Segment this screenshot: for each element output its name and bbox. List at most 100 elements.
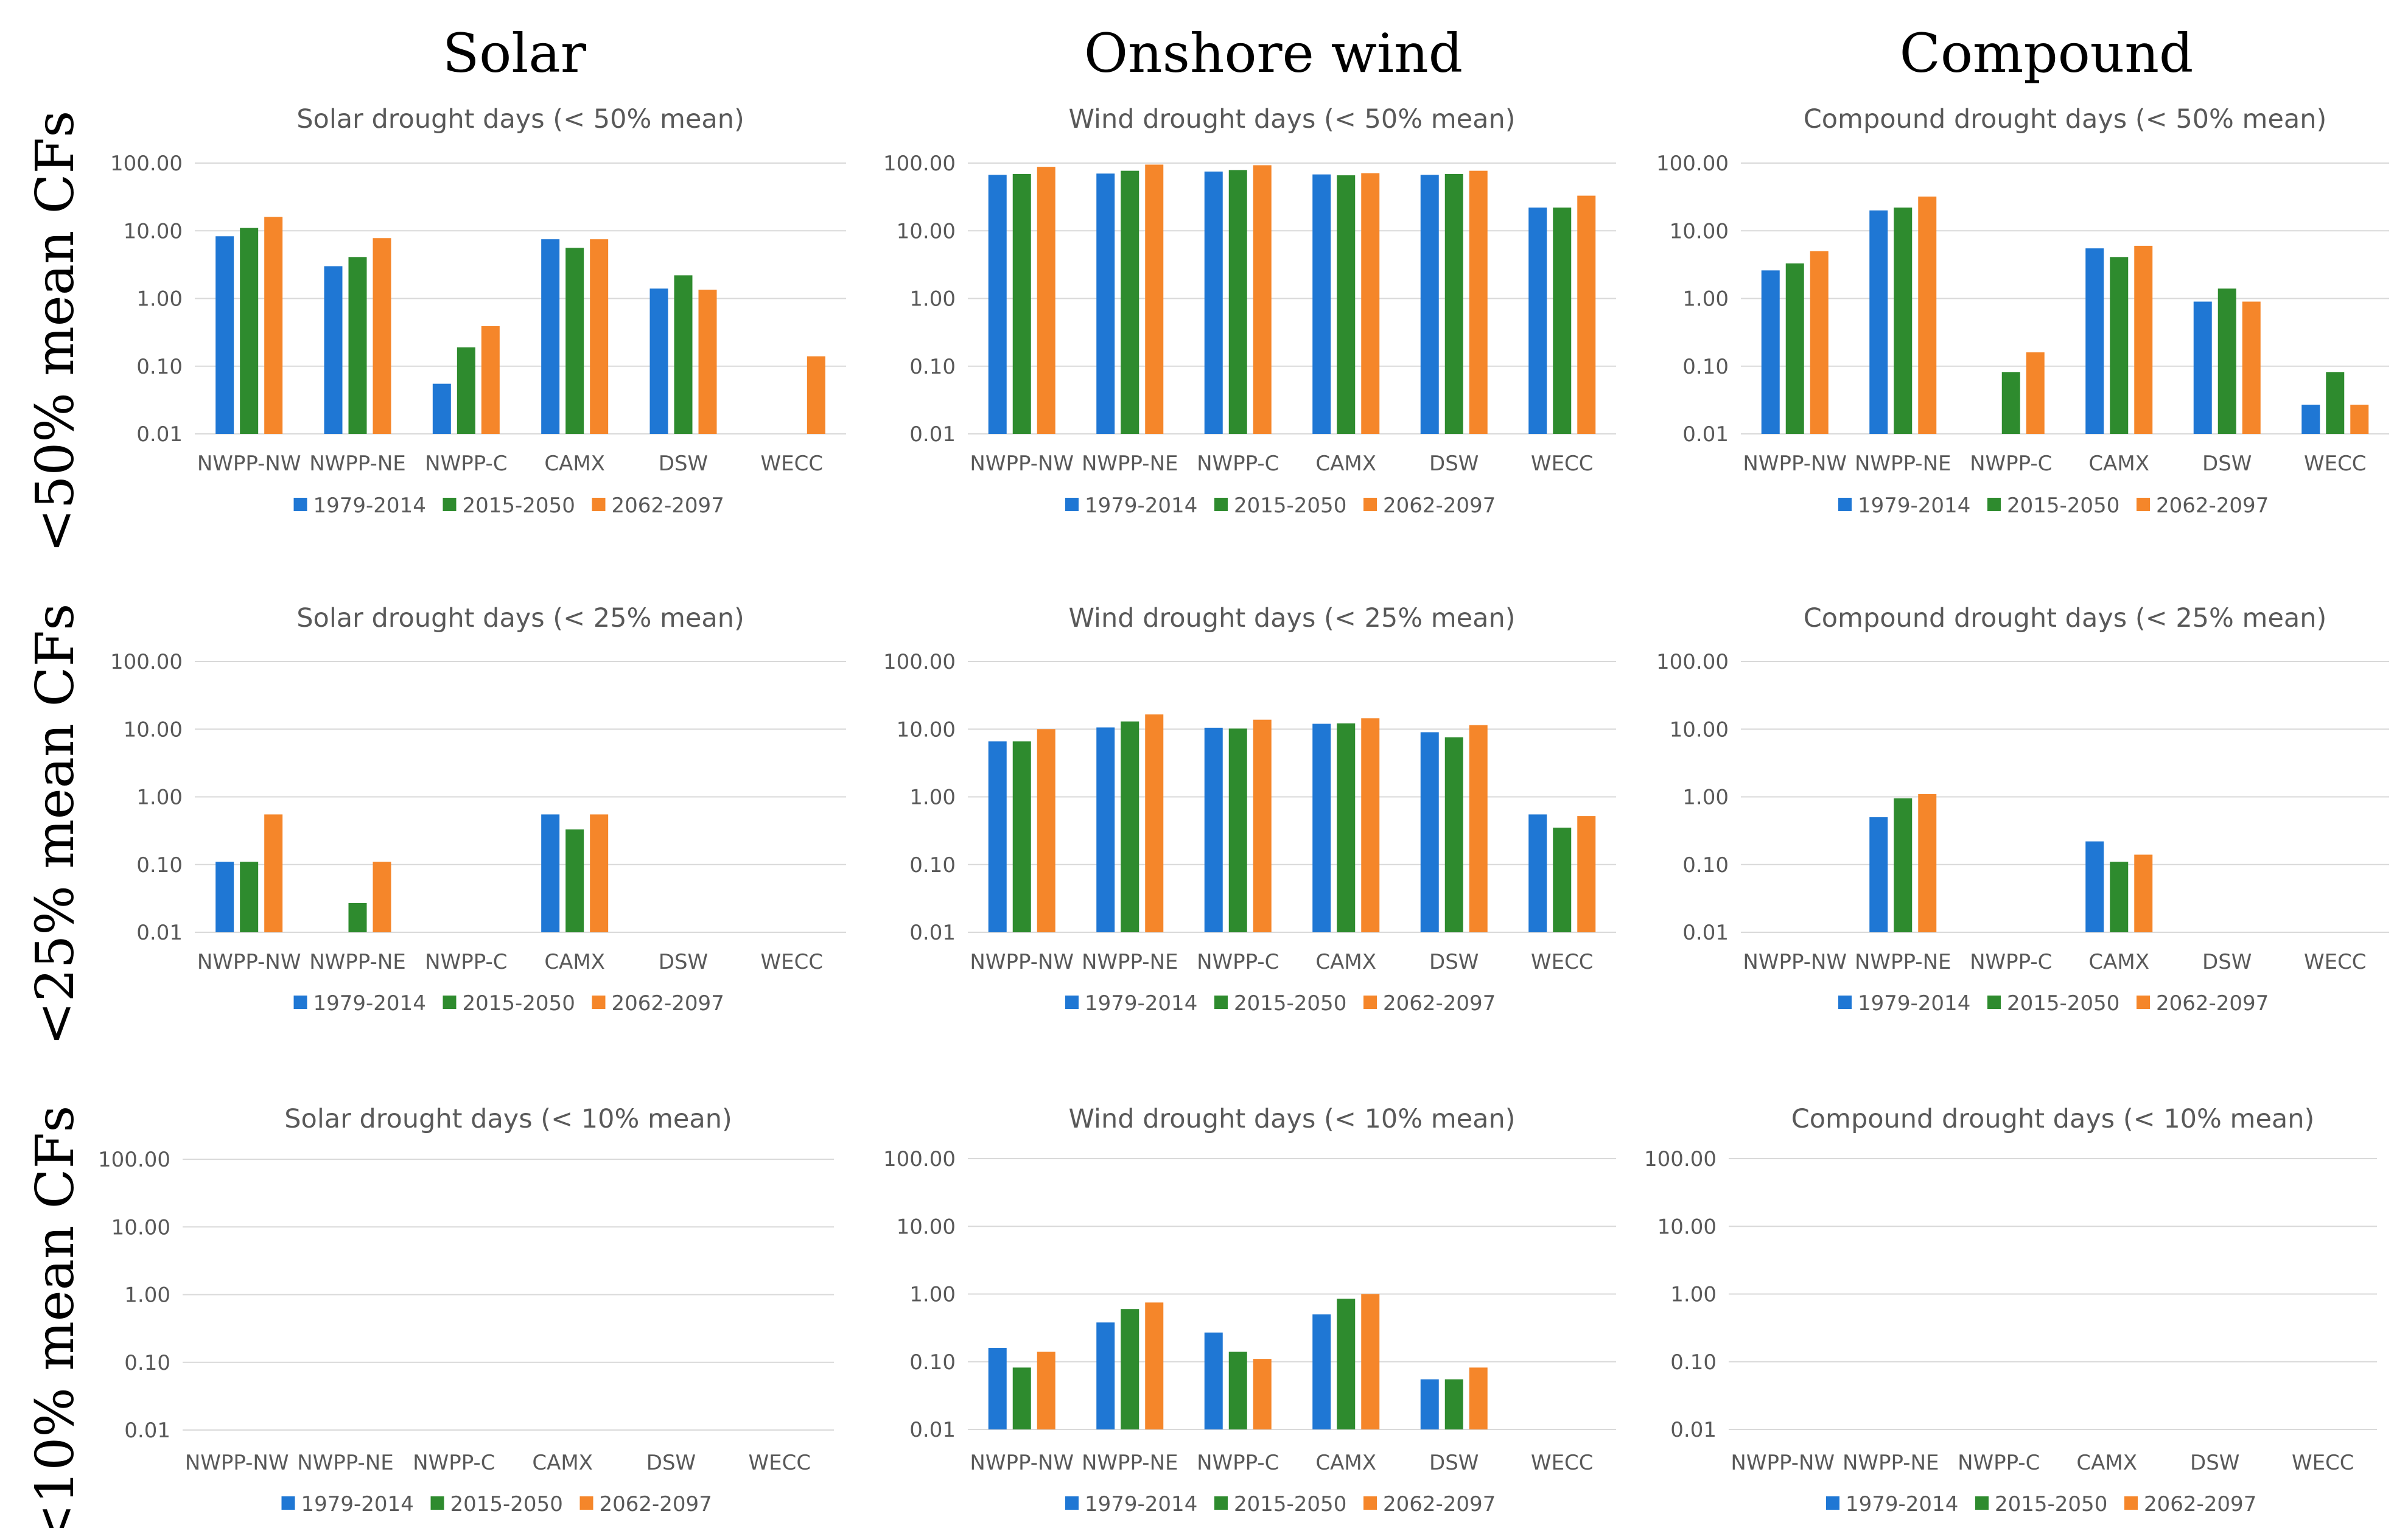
chart-title: Compound drought days (< 10% mean) <box>1791 1104 2315 1134</box>
bar-1979-2014-nwpp-nw <box>215 862 234 932</box>
y-tick-label: 1.00 <box>1682 786 1729 810</box>
bar-2062-2097-nwpp-c <box>2026 352 2045 434</box>
y-tick-label: 1.00 <box>136 287 183 312</box>
legend-label: 2015-2050 <box>1234 991 1346 1016</box>
column-header-solar: Solar <box>443 22 587 85</box>
legend-swatch <box>1363 498 1377 511</box>
legend-label: 2062-2097 <box>1383 1492 1496 1516</box>
bar-1979-2014-nwpp-c <box>432 383 451 434</box>
y-tick-label: 0.01 <box>1682 422 1729 447</box>
bar-2062-2097-nwpp-ne <box>1145 714 1164 932</box>
y-tick-label: 10.00 <box>124 219 183 243</box>
y-tick-label: 1.00 <box>909 1283 956 1307</box>
legend-item-1979-2014: 1979-2014 <box>281 1492 414 1516</box>
legend-swatch <box>1826 1496 1839 1510</box>
y-tick-label: 10.00 <box>1657 1215 1717 1239</box>
x-category-label: WECC <box>749 1451 811 1475</box>
legend-swatch <box>579 1496 593 1510</box>
legend-label: 2062-2097 <box>600 1492 712 1516</box>
legend-swatch <box>1363 996 1377 1009</box>
bar-2015-2050-camx <box>1337 175 1356 434</box>
legend-item-1979-2014: 1979-2014 <box>1065 1492 1197 1516</box>
x-category-label: NWPP-NW <box>1731 1451 1835 1475</box>
legend-label: 1979-2014 <box>1846 1492 1958 1516</box>
bar-1979-2014-camx <box>2085 248 2104 434</box>
bar-2062-2097-nwpp-nw <box>264 814 283 932</box>
bar-2062-2097-nwpp-ne <box>1918 794 1937 932</box>
legend-item-2062-2097: 2062-2097 <box>2124 1492 2256 1516</box>
legend-swatch <box>592 996 606 1009</box>
bar-2062-2097-nwpp-ne <box>1145 1302 1164 1429</box>
legend-item-2062-2097: 2062-2097 <box>1363 991 1496 1016</box>
x-category-label: NWPP-NW <box>970 452 1074 476</box>
chart-panel-6: Compound drought days (< 25% mean) 100.00… <box>1656 603 2389 1016</box>
chart-title: Solar drought days (< 10% mean) <box>284 1104 732 1134</box>
bar-1979-2014-dsw <box>1420 732 1439 932</box>
chart-title: Wind drought days (< 10% mean) <box>1068 1104 1515 1134</box>
y-tick-label: 0.10 <box>136 355 183 379</box>
legend-label: 2015-2050 <box>463 991 575 1016</box>
y-tick-label: 100.00 <box>1644 1147 1717 1171</box>
y-tick-label: 100.00 <box>1656 152 1729 176</box>
y-tick-label: 0.01 <box>136 422 183 447</box>
y-tick-label: 0.10 <box>909 355 956 379</box>
x-category-label: DSW <box>659 950 708 974</box>
x-category-label: WECC <box>761 950 824 974</box>
x-category-label: NWPP-C <box>1958 1451 2040 1475</box>
bar-2015-2050-nwpp-c <box>457 347 475 434</box>
legend-label: 1979-2014 <box>1858 991 1970 1016</box>
x-category-label: NWPP-NW <box>970 950 1074 974</box>
bar-1979-2014-camx <box>2085 841 2104 932</box>
y-tick-label: 0.10 <box>136 853 183 877</box>
legend-swatch <box>1975 1496 1989 1510</box>
bar-2015-2050-nwpp-nw <box>1012 173 1031 434</box>
legend-item-1979-2014: 1979-2014 <box>1065 991 1197 1016</box>
x-category-label: NWPP-C <box>1197 950 1279 974</box>
bar-2062-2097-nwpp-ne <box>1145 164 1164 434</box>
x-category-label: NWPP-NE <box>1843 1451 1939 1475</box>
legend-item-1979-2014: 1979-2014 <box>1838 494 1970 518</box>
bar-1979-2014-camx <box>1312 174 1331 434</box>
bar-2062-2097-dsw <box>1469 725 1488 932</box>
bar-2015-2050-camx <box>565 248 584 434</box>
bar-2062-2097-wecc <box>807 356 825 434</box>
x-category-label: NWPP-C <box>413 1451 495 1475</box>
bar-2015-2050-nwpp-nw <box>240 862 259 932</box>
column-header-onshore-wind: Onshore wind <box>1084 22 1463 85</box>
row-header-25pct: <25% mean CFs <box>25 604 86 1046</box>
bar-2015-2050-wecc <box>2326 372 2345 434</box>
x-category-label: WECC <box>1531 452 1594 476</box>
bar-1979-2014-wecc <box>2301 405 2320 434</box>
bar-2015-2050-dsw <box>1444 1379 1463 1429</box>
bar-1979-2014-camx <box>1312 1314 1331 1429</box>
y-tick-label: 10.00 <box>897 717 956 742</box>
bar-1979-2014-dsw <box>2193 301 2212 434</box>
legend-item-2015-2050: 2015-2050 <box>1987 991 2119 1016</box>
bar-2062-2097-dsw <box>1469 1367 1488 1429</box>
legend-item-2015-2050: 2015-2050 <box>443 991 575 1016</box>
figure-headers: Solar Onshore wind Compound <50% mean CF… <box>25 22 2193 1528</box>
bar-2015-2050-nwpp-ne <box>1894 798 1913 932</box>
bar-2015-2050-nwpp-ne <box>1121 170 1139 434</box>
x-category-label: CAMX <box>1315 452 1376 476</box>
x-category-label: DSW <box>659 452 708 476</box>
legend-item-2062-2097: 2062-2097 <box>592 991 724 1016</box>
legend-swatch <box>1838 498 1852 511</box>
x-category-label: NWPP-NE <box>297 1451 394 1475</box>
bar-2062-2097-dsw <box>698 290 717 434</box>
y-tick-label: 0.01 <box>136 921 183 945</box>
legend-swatch <box>1214 996 1228 1009</box>
row-header-10pct: <10% mean CFs <box>25 1106 86 1528</box>
bar-1979-2014-nwpp-ne <box>1869 210 1888 434</box>
legend-label: 1979-2014 <box>1858 494 1970 518</box>
bar-2015-2050-camx <box>2110 257 2129 434</box>
bar-2015-2050-wecc <box>1553 208 1572 434</box>
bar-2062-2097-camx <box>1361 173 1380 434</box>
legend-swatch <box>1065 1496 1079 1510</box>
bar-2062-2097-wecc <box>1577 816 1596 932</box>
y-tick-label: 1.00 <box>124 1283 170 1308</box>
bar-2015-2050-nwpp-c <box>1228 728 1247 932</box>
bar-2062-2097-nwpp-c <box>481 326 500 434</box>
legend-label: 1979-2014 <box>1085 494 1197 518</box>
